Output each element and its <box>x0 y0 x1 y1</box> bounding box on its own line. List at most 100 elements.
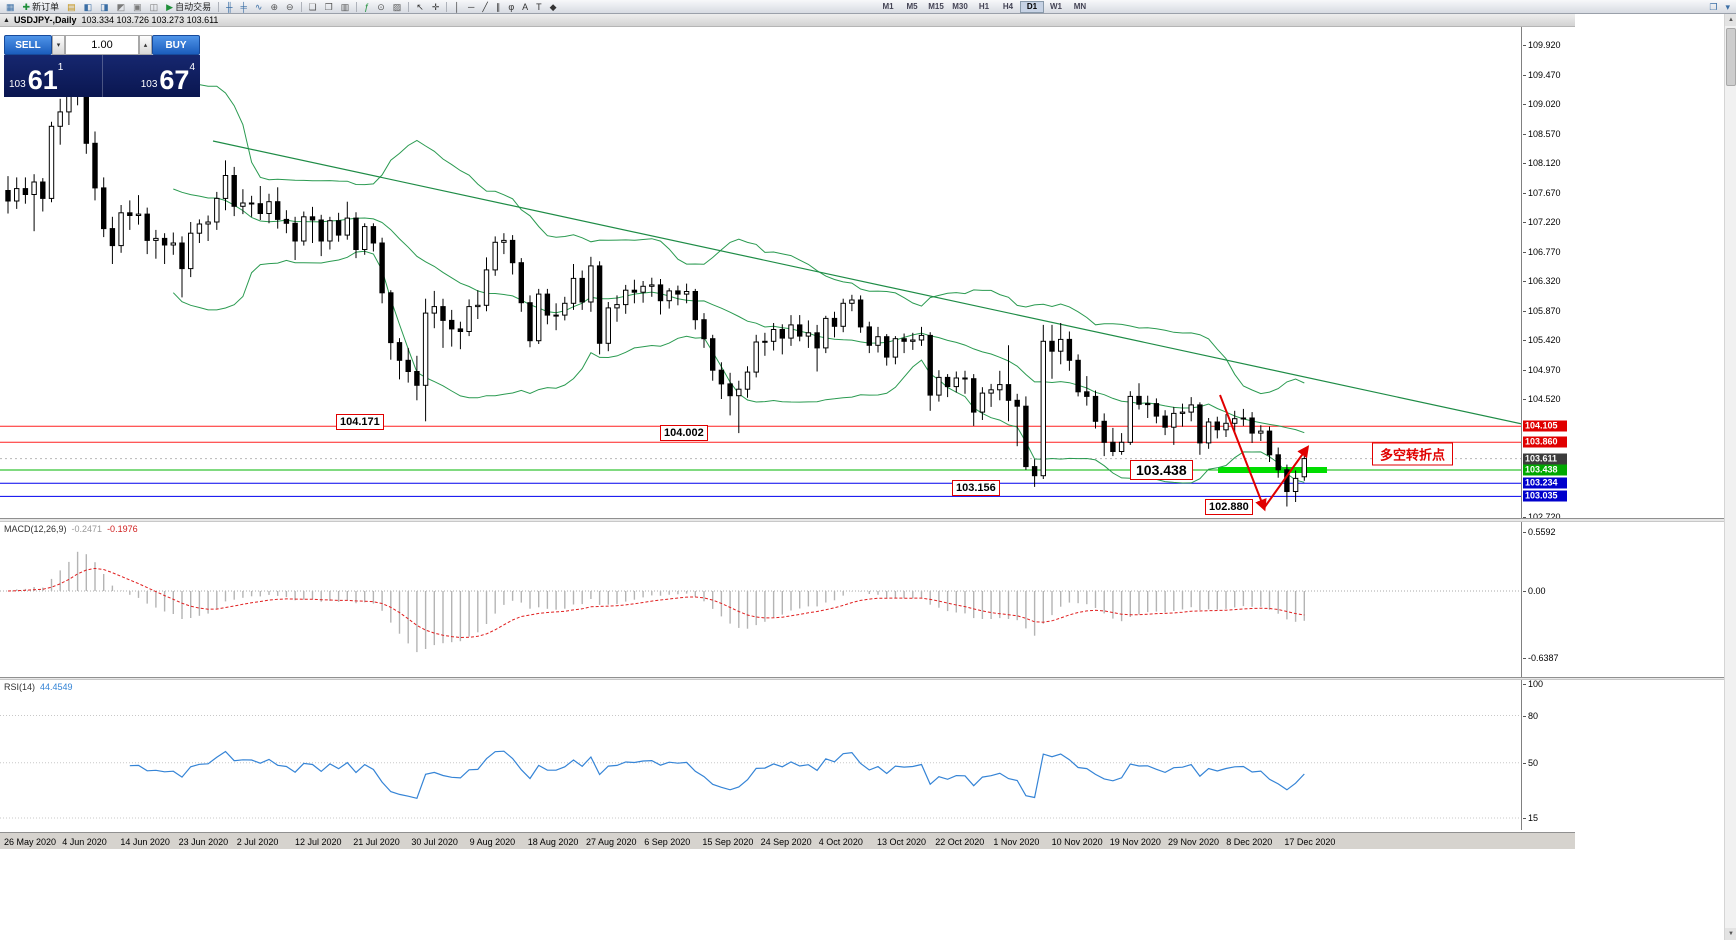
macd-main-value: -0.2471 <box>71 524 103 534</box>
quick-trade-collapse-icon[interactable]: ▲ <box>3 16 10 24</box>
cursor-button[interactable]: ↖ <box>413 1 427 13</box>
new-order-button[interactable]: ✚ 新订单 <box>20 1 63 13</box>
rsi-pane[interactable]: RSI(14) 44.4549 <box>0 680 1522 830</box>
rsi-tick-label: 80 <box>1522 710 1539 721</box>
date-label: 17 Dec 2020 <box>1284 837 1336 847</box>
toolbar-more-button[interactable]: ▾ <box>1722 1 1733 13</box>
volume-input[interactable]: 1.00 <box>65 35 139 55</box>
crosshair-icon: ✛ <box>431 1 440 12</box>
candlestick-chart <box>0 49 1521 512</box>
terminal-button[interactable]: ▣ <box>130 1 145 13</box>
timeframe-h4-button[interactable]: H4 <box>1002 2 1014 11</box>
data-window-button[interactable]: ◨ <box>97 1 112 13</box>
rsi-axis[interactable]: 100 80 50 15 <box>1522 679 1575 830</box>
timeframe-h1-button[interactable]: H1 <box>978 2 990 11</box>
macd-tick-label: 0.00 <box>1523 586 1546 596</box>
volume-decrease-button[interactable]: ▾ <box>52 35 65 55</box>
timeframe-m15-button[interactable]: M15 <box>928 2 944 11</box>
profiles-button[interactable]: ▤ <box>64 1 79 13</box>
buy-price[interactable]: 103 67 4 <box>101 55 201 97</box>
line-chart-button[interactable]: ∿ <box>252 1 266 13</box>
crosshair-button[interactable]: ✛ <box>429 1 443 13</box>
pane-resize-divider[interactable] <box>0 518 1736 522</box>
arrows-button[interactable]: ◆ <box>547 1 560 13</box>
macd-header: MACD(12,26,9) -0.2471 -0.1976 <box>4 524 138 534</box>
candlestick-chart-icon: ╪ <box>240 1 247 12</box>
date-label: 10 Nov 2020 <box>1051 837 1103 847</box>
tile-windows-icon: ❏ <box>308 1 317 12</box>
date-label: 14 Jun 2020 <box>120 837 170 847</box>
date-label: 9 Aug 2020 <box>469 837 516 847</box>
rsi-tick-label: 50 <box>1522 757 1539 768</box>
macd-axis[interactable]: 0.5592 0.00 -0.6387 <box>1523 522 1575 677</box>
arrows-icon: ◆ <box>549 1 557 12</box>
autotrading-button-label: 自动交易 <box>175 1 212 12</box>
indicators-button[interactable]: ƒ <box>361 1 372 13</box>
chart-titlebar: ▲ USDJPY-,Daily 103.334 103.726 103.273 … <box>0 14 1575 27</box>
arrange-windows-button[interactable]: ▥ <box>338 1 353 13</box>
timeframe-m30-button[interactable]: M30 <box>952 2 968 11</box>
price-tick-label: 104.520 <box>1523 394 1561 404</box>
toolbar-separator <box>408 1 410 12</box>
date-label: 22 Oct 2020 <box>935 837 985 847</box>
macd-pane[interactable]: MACD(12,26,9) -0.2471 -0.1976 <box>0 522 1522 677</box>
text-icon: A <box>522 1 529 12</box>
date-label: 24 Sep 2020 <box>760 837 812 847</box>
cascade-windows-icon: ❐ <box>324 1 333 12</box>
sell-button[interactable]: SELL <box>4 35 52 55</box>
navigator-button[interactable]: ◩ <box>114 1 129 13</box>
vertical-line-button[interactable]: │ <box>451 1 463 13</box>
timeframe-mn-button[interactable]: MN <box>1073 2 1087 11</box>
periods-button[interactable]: ⊙ <box>374 1 388 13</box>
toolbar-separator <box>356 1 358 12</box>
text-button[interactable]: A <box>519 1 531 13</box>
fibonacci-button[interactable]: φ <box>505 1 517 13</box>
scroll-up-button[interactable]: ▲ <box>1725 14 1736 26</box>
pane-resize-divider[interactable] <box>0 677 1736 680</box>
sell-price-sup: 1 <box>57 62 64 73</box>
scrollbar-thumb[interactable] <box>1726 28 1736 86</box>
strategy-tester-button[interactable]: ◫ <box>147 1 162 13</box>
horizontal-line-button[interactable]: ─ <box>465 1 477 13</box>
periods-icon: ⊙ <box>377 1 385 12</box>
dock-button[interactable]: ❐ <box>1706 1 1720 13</box>
buy-button[interactable]: BUY <box>152 35 200 55</box>
channel-button[interactable]: ∥ <box>493 1 504 13</box>
buy-price-sup: 4 <box>189 62 195 73</box>
bar-chart-button[interactable]: ╫ <box>223 1 235 13</box>
sell-price[interactable]: 103 61 1 <box>4 55 102 97</box>
date-label: 13 Oct 2020 <box>877 837 927 847</box>
macd-label: MACD(12,26,9) <box>4 524 67 534</box>
price-chart-pane[interactable]: 104.171 104.002 103.438 103.156 102.880 多空转折点… <box>0 27 1522 518</box>
candlestick-chart-button[interactable]: ╪ <box>238 1 250 13</box>
autotrading-button[interactable]: ▶ 自动交易 <box>163 1 214 13</box>
date-label: 2 Jul 2020 <box>236 837 279 847</box>
chart-window-button[interactable]: ▦ <box>3 1 18 13</box>
date-label: 29 Nov 2020 <box>1168 837 1220 847</box>
scroll-down-button[interactable]: ▼ <box>1725 928 1736 940</box>
timeframe-d1-button[interactable]: D1 <box>1020 1 1044 13</box>
rsi-tick-label: 100 <box>1522 679 1544 689</box>
templates-button[interactable]: ▨ <box>390 1 405 13</box>
trendline-button[interactable]: ╱ <box>479 1 490 13</box>
vertical-scrollbar[interactable]: ▲ ▼ <box>1724 14 1736 940</box>
cascade-windows-button[interactable]: ❐ <box>322 1 336 13</box>
price-tick-label: 108.120 <box>1523 158 1561 168</box>
tile-windows-button[interactable]: ❏ <box>306 1 320 13</box>
price-line-label-103.234: 103.234 <box>1523 477 1567 489</box>
price-tick-label: 109.920 <box>1523 40 1561 50</box>
time-axis[interactable]: 26 May 2020 4 Jun 2020 14 Jun 2020 23 Jun 2… <box>0 832 1575 849</box>
timeframe-w1-button[interactable]: W1 <box>1050 2 1062 11</box>
timeframe-m1-button[interactable]: M1 <box>882 2 894 11</box>
label-button[interactable]: T <box>533 1 545 13</box>
price-axis[interactable]: 109.920 109.470 109.020 108.570 108.120 107.6… <box>1523 27 1575 522</box>
zoom-in-button[interactable]: ⊕ <box>267 1 281 13</box>
fibonacci-icon: φ <box>508 1 515 12</box>
date-label: 12 Jul 2020 <box>295 837 342 847</box>
market-watch-button[interactable]: ◧ <box>81 1 96 13</box>
price-tick-label: 106.320 <box>1523 276 1561 286</box>
zoom-out-button[interactable]: ⊖ <box>283 1 297 13</box>
timeframe-m5-button[interactable]: M5 <box>906 2 918 11</box>
volume-increase-button[interactable]: ▴ <box>139 35 152 55</box>
